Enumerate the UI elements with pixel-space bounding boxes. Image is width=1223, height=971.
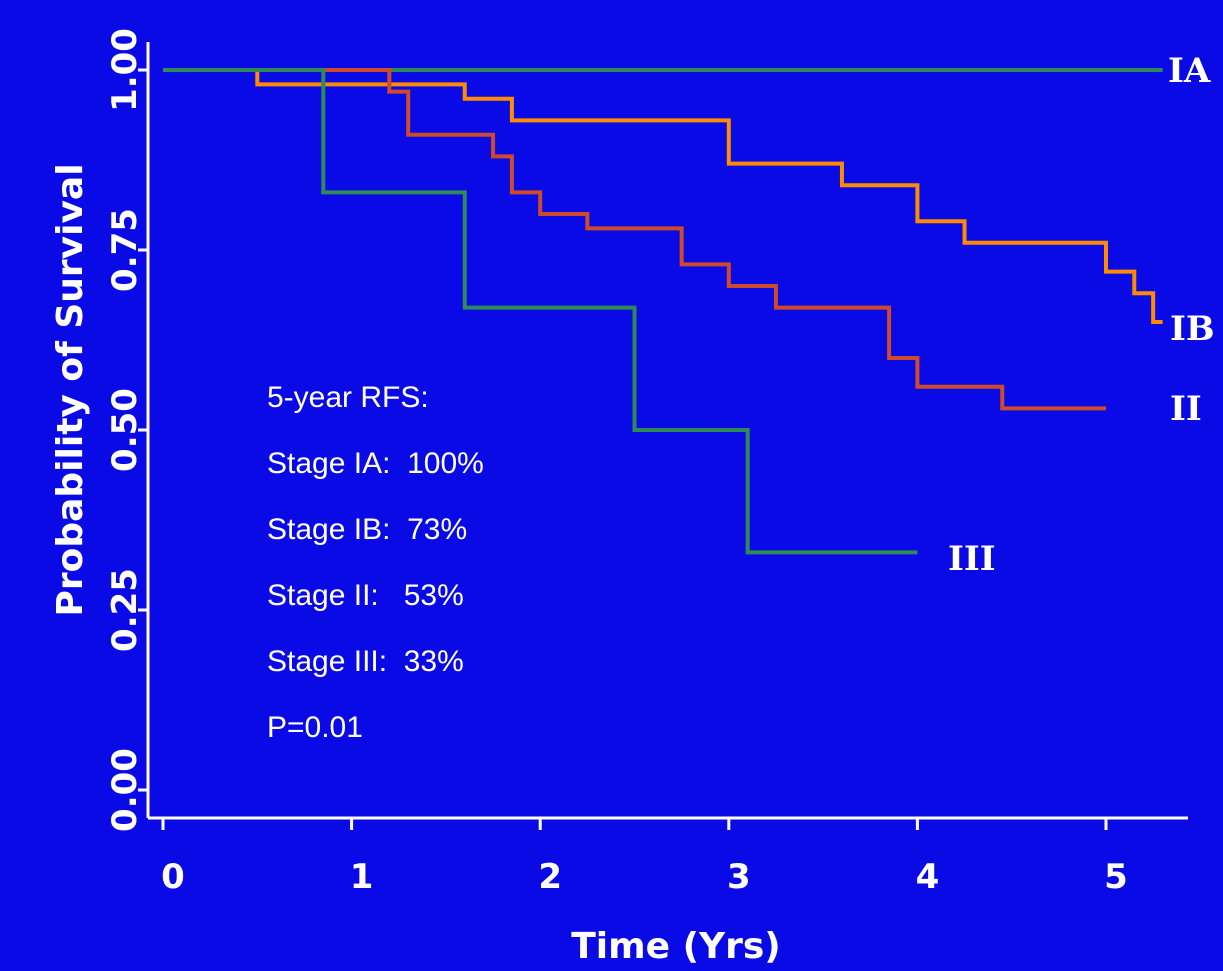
y-tick-label: 0.00: [105, 748, 145, 832]
x-tick-label: 2: [538, 857, 562, 897]
x-tick-label: 4: [916, 857, 940, 897]
annotation-line: Stage II: 53%: [267, 579, 464, 612]
x-tick-label: 3: [727, 857, 751, 897]
x-tick-label: 0: [161, 857, 185, 897]
x-axis-title: Time (Yrs): [571, 926, 781, 967]
annotation-line: Stage III: 33%: [267, 645, 464, 678]
y-axis-title: Probability of Survival: [50, 163, 91, 616]
series-label-iii: III: [948, 539, 996, 579]
x-tick-label: 5: [1104, 857, 1128, 897]
series-label-ii: II: [1170, 389, 1202, 429]
annotation-line: Stage IA: 100%: [267, 447, 484, 480]
annotation-line: 5-year RFS:: [267, 381, 429, 414]
y-tick-label: 0.50: [105, 388, 145, 472]
y-tick-label: 0.25: [105, 568, 145, 652]
annotation-line: P=0.01: [267, 711, 363, 744]
x-tick-label: 1: [350, 857, 374, 897]
series-line-iii: [163, 68, 918, 555]
series-line-ii: [163, 68, 1106, 411]
y-tick-label: 0.75: [105, 208, 145, 292]
series-label-ia: IA: [1168, 51, 1211, 91]
y-tick-label: 1.00: [105, 28, 145, 112]
series-label-ib: IB: [1170, 309, 1215, 349]
series-line-ib: [163, 68, 1163, 324]
annotation-line: Stage IB: 73%: [267, 513, 467, 546]
